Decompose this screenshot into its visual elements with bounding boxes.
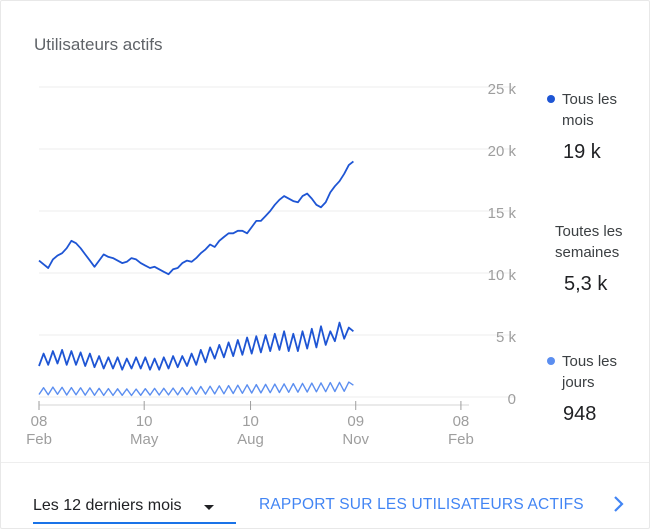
x-tick-month-label: May	[130, 431, 159, 448]
x-tick-day-label: 08	[453, 413, 470, 430]
monthly-users-line	[38, 160, 354, 276]
legend-monthly-value: 19 k	[563, 141, 601, 163]
x-tick-day-label: 10	[242, 413, 259, 430]
date-range-label: Les 12 derniers mois	[33, 497, 182, 514]
x-tick-month-label: Feb	[26, 431, 52, 448]
daily-series-dot	[547, 357, 555, 365]
x-tick-month-label: Nov	[342, 431, 369, 448]
date-range-dropdown[interactable]: Les 12 derniers mois	[33, 491, 236, 524]
legend-weekly-value: 5,3 k	[564, 273, 608, 295]
chevron-right-icon[interactable]	[609, 495, 627, 513]
dropdown-caret-icon	[204, 505, 214, 510]
legend-monthly: Tous les mois 19 k	[547, 89, 650, 165]
active-users-chart: 25 k20 k15 k10 k5 k008Feb10May10Aug09Nov…	[26, 81, 517, 448]
x-tick-day-label: 09	[347, 413, 364, 430]
legend-weekly-label: Toutes les semaines	[555, 223, 623, 261]
x-tick-day-label: 08	[31, 413, 48, 430]
monthly-series-dot	[547, 95, 555, 103]
legend-daily-label: Tous les jours	[547, 351, 650, 393]
daily-users-line	[38, 381, 354, 397]
x-tick-day-label: 10	[136, 413, 153, 430]
y-tick-label: 25 k	[488, 81, 517, 98]
weekly-users-line	[38, 321, 354, 371]
x-tick-month-label: Feb	[448, 431, 474, 448]
legend-monthly-label: Tous les mois	[547, 89, 650, 131]
y-tick-label: 0	[508, 391, 516, 408]
y-tick-label: 10 k	[488, 267, 517, 284]
y-tick-label: 20 k	[488, 143, 517, 160]
y-tick-label: 5 k	[496, 329, 517, 346]
legend-daily: Tous les jours 948	[547, 351, 650, 427]
footer-divider	[1, 462, 649, 463]
y-tick-label: 15 k	[488, 205, 517, 222]
x-tick-month-label: Aug	[237, 431, 264, 448]
card-title: Utilisateurs actifs	[34, 35, 163, 54]
legend-daily-value: 948	[563, 403, 597, 425]
active-users-report-link[interactable]: RAPPORT SUR LES UTILISATEURS ACTIFS	[259, 496, 584, 513]
legend-weekly: Toutes les semaines 5,3 k	[547, 221, 650, 297]
